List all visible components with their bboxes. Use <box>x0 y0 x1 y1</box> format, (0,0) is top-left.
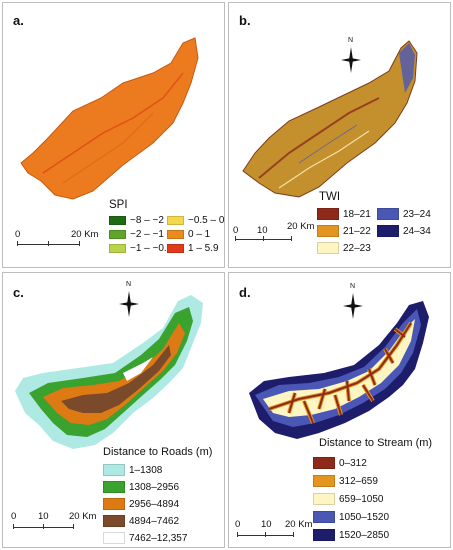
legend-swatch <box>317 242 339 254</box>
legend-item: 18–21 <box>317 208 371 220</box>
streams-zone-3 <box>263 319 415 417</box>
roads-map <box>15 295 203 449</box>
north-arrow-icon <box>343 293 363 319</box>
twi-basin <box>242 40 418 198</box>
panel-c-roads: N c. Distance to Roads (m) 1–1308 1308–2… <box>2 272 225 548</box>
legend-title: Distance to Roads (m) <box>103 446 213 458</box>
legend-swatch <box>167 230 184 239</box>
scale-bar: 0 20 Km <box>15 229 98 249</box>
legend-title: SPI <box>109 199 128 211</box>
legend-item: 312–659 <box>313 475 378 487</box>
twi-flat <box>278 130 370 189</box>
panel-label: b. <box>239 13 251 28</box>
spi-streams <box>42 72 184 174</box>
legend-item: 1520–2850 <box>313 529 389 541</box>
panel-label: a. <box>13 13 24 28</box>
north-label: N <box>348 37 354 44</box>
legend-swatch <box>377 225 399 237</box>
scale-bar: 0 10 20 Km <box>233 221 317 245</box>
streams-map <box>249 301 429 439</box>
panel-b-twi: N b. TWI 18–21 23–24 21–22 24–34 22–23 0… <box>228 2 451 268</box>
legend-swatch <box>103 515 125 527</box>
panel-label: c. <box>13 285 24 300</box>
streams-zone-1 <box>268 322 412 424</box>
legend-item: 7462–12,357 <box>103 532 187 544</box>
legend-swatch <box>109 216 126 225</box>
legend-swatch <box>313 493 335 505</box>
legend-item: 1050–1520 <box>313 511 389 523</box>
legend-swatch <box>313 457 335 469</box>
roads-zone-4 <box>61 345 171 413</box>
legend-swatch <box>167 244 184 253</box>
twi-map <box>242 40 418 198</box>
legend-item: 1 – 5.9 <box>167 243 219 254</box>
spi-map <box>20 37 199 200</box>
legend-swatch <box>109 230 126 239</box>
legend-item: 2956–4894 <box>103 498 179 510</box>
north-label: N <box>350 283 356 290</box>
legend-item: 4894–7462 <box>103 515 179 527</box>
scale-bar: 0 10 20 Km <box>11 509 101 531</box>
legend-item: 1308–2956 <box>103 481 179 493</box>
legend-swatch <box>313 475 335 487</box>
north-arrow-icon <box>119 291 139 317</box>
legend-swatch <box>103 481 125 493</box>
legend-item: −1 – −0.5 <box>109 243 172 254</box>
twi-channel <box>258 97 380 179</box>
legend-swatch <box>317 225 339 237</box>
legend-item: 0 – 1 <box>167 229 210 240</box>
legend-title: Distance to Stream (m) <box>319 437 433 449</box>
legend-swatch <box>103 532 125 544</box>
legend-item: 21–22 <box>317 225 371 237</box>
scale-bar: 0 10 20 Km <box>235 517 315 539</box>
legend-swatch <box>313 529 335 541</box>
legend-item: 22–23 <box>317 242 371 254</box>
legend-swatch <box>317 208 339 220</box>
roads-zone-5 <box>123 357 153 381</box>
panel-label: d. <box>239 285 251 300</box>
panel-a-spi: a. SPI −8 – −2 −0.5 – 0 −2 – −1 0 – 1 −1… <box>2 2 225 268</box>
twi-wet <box>298 124 358 164</box>
legend-item: 0–312 <box>313 457 367 469</box>
legend-item: −0.5 – 0 <box>167 215 224 226</box>
legend-item: 1–1308 <box>103 464 162 476</box>
legend-item: 24–34 <box>377 225 431 237</box>
legend-item: −8 – −2 <box>109 215 164 226</box>
legend-title: TWI <box>319 191 341 203</box>
legend-swatch <box>377 208 399 220</box>
legend-item: 659–1050 <box>313 493 384 505</box>
spi-basin <box>20 37 199 200</box>
legend-swatch <box>103 464 125 476</box>
north-label: N <box>126 281 132 288</box>
legend-item: 23–24 <box>377 208 431 220</box>
spi-streams-2 <box>62 112 154 184</box>
legend-swatch <box>103 498 125 510</box>
legend-swatch <box>167 216 184 225</box>
legend-swatch <box>313 511 335 523</box>
panel-d-streams: N d. Distance to Stream (m) 0–312 312–65… <box>228 272 451 548</box>
twi-high-zone <box>399 43 415 93</box>
legend-swatch <box>109 244 126 253</box>
north-arrow-icon <box>341 47 361 73</box>
legend-item: −2 – −1 <box>109 229 164 240</box>
